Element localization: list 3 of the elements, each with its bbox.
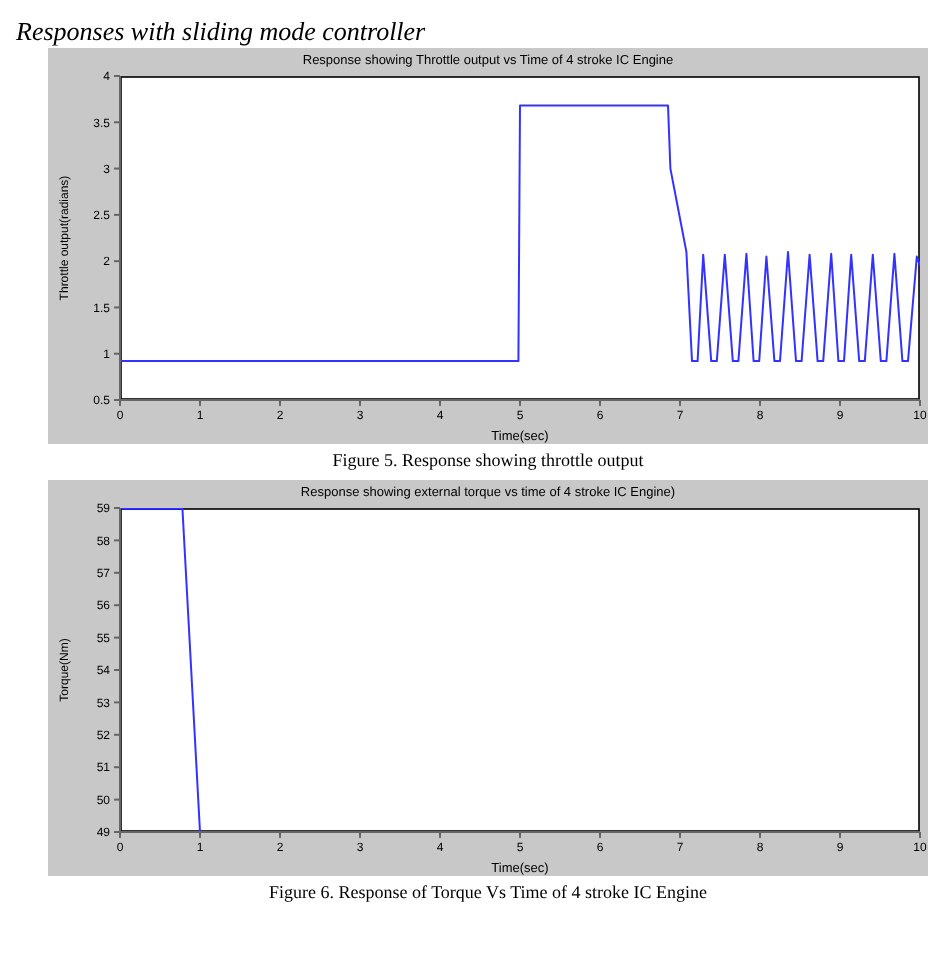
caption: Figure 5. Response showing throttle output — [330, 450, 646, 472]
text: Responses with sliding mode controller — [16, 16, 428, 48]
caption: Figure 6. Response of Torque Vs Time of 4 stroke IC Engine — [266, 882, 710, 904]
